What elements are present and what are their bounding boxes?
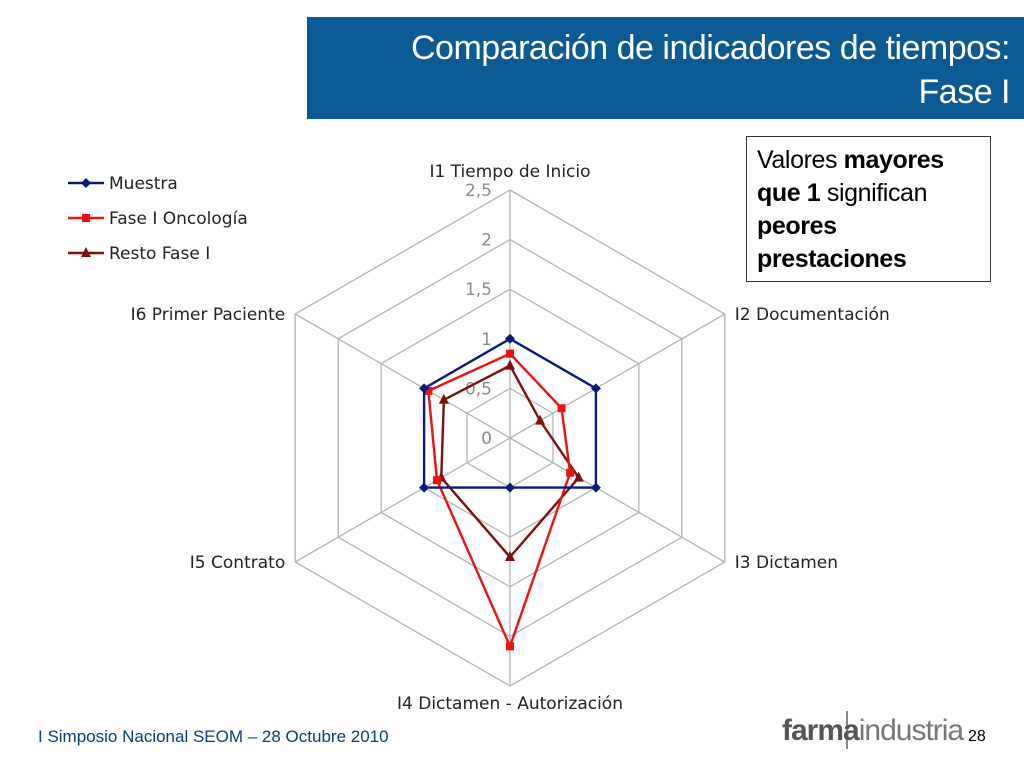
legend-marker xyxy=(82,214,90,222)
category-label: I3 Dictamen xyxy=(735,553,838,573)
grid-spoke xyxy=(509,437,726,563)
note-text-4: peores prestaciones xyxy=(757,212,907,273)
grid-spoke xyxy=(509,313,726,439)
logo-divider xyxy=(846,711,848,749)
legend-label: Muestra xyxy=(109,174,178,194)
page-title-line2: Fase I xyxy=(918,73,1011,111)
footer-event: I Simposio Nacional SEOM – 28 Octubre 20… xyxy=(38,727,389,746)
data-point xyxy=(557,404,566,413)
data-point xyxy=(590,383,601,394)
data-point xyxy=(590,482,601,493)
page-title-line1: Comparación de indicadores de tiempos: xyxy=(410,29,1011,67)
data-point xyxy=(505,482,515,493)
tick-label: 1,5 xyxy=(465,280,492,300)
category-label: I4 Dictamen - Autorización xyxy=(397,694,623,714)
legend-label: Fase I Oncología xyxy=(109,209,248,229)
note-text-3: significan xyxy=(820,179,928,207)
data-point xyxy=(506,349,514,358)
data-point xyxy=(424,386,433,395)
logo-part1: farma xyxy=(782,714,860,747)
grid-spoke xyxy=(294,437,511,563)
data-point xyxy=(505,359,515,370)
data-point xyxy=(505,551,515,562)
note-text-1: Valores xyxy=(757,146,844,174)
category-label: I5 Contrato xyxy=(190,553,285,573)
legend-marker xyxy=(81,247,91,257)
data-point xyxy=(419,383,430,394)
data-point xyxy=(419,482,430,493)
legend-label: Resto Fase I xyxy=(109,244,210,264)
data-point xyxy=(506,642,514,651)
grid-spoke xyxy=(294,313,511,439)
note-box: Valores mayores que 1 significan peores … xyxy=(746,136,991,282)
data-point xyxy=(505,333,515,344)
data-point xyxy=(535,414,546,425)
farmaindustria-logo: farmaindustria xyxy=(782,714,964,748)
data-point xyxy=(432,476,441,485)
data-point xyxy=(573,471,584,482)
note-text-2: mayores que 1 xyxy=(757,146,944,207)
category-label: I6 Primer Paciente xyxy=(131,305,286,325)
logo-part2: industria xyxy=(858,714,964,747)
tick-label: 2 xyxy=(481,231,492,251)
title-banner: Comparación de indicadores de tiempos: F… xyxy=(307,17,1024,119)
category-label: I2 Documentación xyxy=(735,305,890,325)
page-number: 28 xyxy=(968,728,986,745)
tick-label: 1 xyxy=(481,330,492,350)
tick-label: 0 xyxy=(481,429,492,449)
legend-marker xyxy=(81,178,91,188)
data-point xyxy=(566,468,575,477)
data-point xyxy=(438,393,449,404)
category-label: I1 Tiempo de Inicio xyxy=(429,162,590,182)
tick-label: 2,5 xyxy=(465,181,492,201)
